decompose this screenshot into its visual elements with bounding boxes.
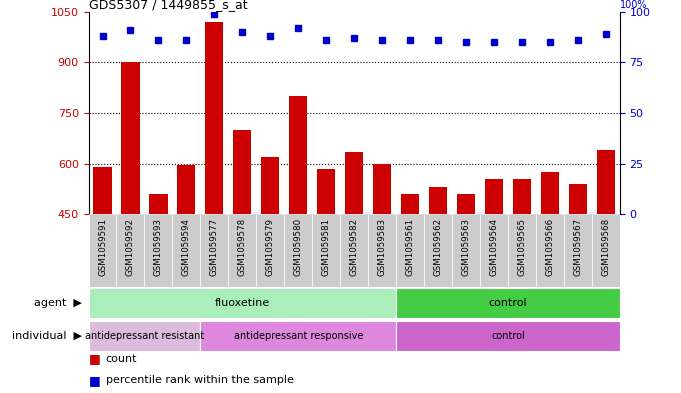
- Text: GSM1059591: GSM1059591: [98, 218, 107, 276]
- Text: fluoxetine: fluoxetine: [215, 298, 270, 308]
- Bar: [480, 214, 508, 287]
- Bar: [312, 214, 340, 287]
- Text: GSM1059581: GSM1059581: [321, 218, 331, 276]
- Bar: [149, 194, 168, 214]
- Bar: [89, 321, 200, 351]
- Bar: [508, 214, 536, 287]
- Text: GDS5307 / 1449855_s_at: GDS5307 / 1449855_s_at: [89, 0, 247, 11]
- Bar: [144, 214, 172, 287]
- Bar: [424, 214, 452, 287]
- Bar: [457, 194, 475, 214]
- Text: individual  ▶: individual ▶: [12, 331, 82, 341]
- Bar: [452, 214, 480, 287]
- Text: GSM1059579: GSM1059579: [266, 218, 274, 276]
- Bar: [289, 96, 307, 214]
- Bar: [564, 214, 592, 287]
- Text: antidepressant resistant: antidepressant resistant: [85, 331, 204, 341]
- Bar: [317, 169, 335, 214]
- Bar: [396, 321, 620, 351]
- Bar: [429, 187, 447, 214]
- Text: GSM1059580: GSM1059580: [294, 218, 303, 276]
- Bar: [396, 288, 620, 318]
- Text: GSM1059562: GSM1059562: [434, 218, 443, 276]
- Bar: [597, 150, 615, 214]
- Text: control: control: [491, 331, 525, 341]
- Text: GSM1059568: GSM1059568: [601, 218, 610, 276]
- Text: GSM1059564: GSM1059564: [490, 218, 498, 276]
- Bar: [89, 288, 396, 318]
- Bar: [541, 172, 559, 214]
- Bar: [396, 214, 424, 287]
- Text: GSM1059566: GSM1059566: [545, 218, 554, 276]
- Text: GSM1059594: GSM1059594: [182, 218, 191, 276]
- Bar: [261, 157, 279, 214]
- Text: GSM1059567: GSM1059567: [573, 218, 582, 276]
- Bar: [569, 184, 587, 214]
- Bar: [205, 22, 223, 214]
- Bar: [536, 214, 564, 287]
- Text: control: control: [488, 298, 527, 308]
- Bar: [116, 214, 144, 287]
- Text: antidepressant responsive: antidepressant responsive: [234, 331, 363, 341]
- Bar: [93, 167, 112, 214]
- Bar: [340, 214, 368, 287]
- Bar: [228, 214, 256, 287]
- Bar: [256, 214, 284, 287]
- Bar: [172, 214, 200, 287]
- Bar: [284, 214, 312, 287]
- Bar: [233, 130, 251, 214]
- Text: ■: ■: [89, 353, 104, 365]
- Bar: [177, 165, 195, 214]
- Text: 100%: 100%: [620, 0, 647, 10]
- Text: agent  ▶: agent ▶: [34, 298, 82, 308]
- Bar: [121, 62, 140, 214]
- Text: GSM1059561: GSM1059561: [405, 218, 415, 276]
- Text: GSM1059563: GSM1059563: [462, 218, 471, 276]
- Text: GSM1059577: GSM1059577: [210, 218, 219, 276]
- Bar: [200, 214, 228, 287]
- Bar: [345, 152, 363, 214]
- Text: GSM1059565: GSM1059565: [518, 218, 526, 276]
- Bar: [485, 179, 503, 214]
- Bar: [401, 194, 419, 214]
- Bar: [592, 214, 620, 287]
- Text: GSM1059582: GSM1059582: [349, 218, 359, 276]
- Text: GSM1059578: GSM1059578: [238, 218, 247, 276]
- Bar: [200, 321, 396, 351]
- Text: ■: ■: [89, 374, 104, 387]
- Text: GSM1059583: GSM1059583: [377, 218, 387, 276]
- Text: GSM1059592: GSM1059592: [126, 218, 135, 276]
- Bar: [368, 214, 396, 287]
- Bar: [89, 214, 116, 287]
- Text: GSM1059593: GSM1059593: [154, 218, 163, 276]
- Bar: [513, 179, 531, 214]
- Text: percentile rank within the sample: percentile rank within the sample: [106, 375, 294, 385]
- Bar: [373, 163, 391, 214]
- Text: count: count: [106, 354, 137, 364]
